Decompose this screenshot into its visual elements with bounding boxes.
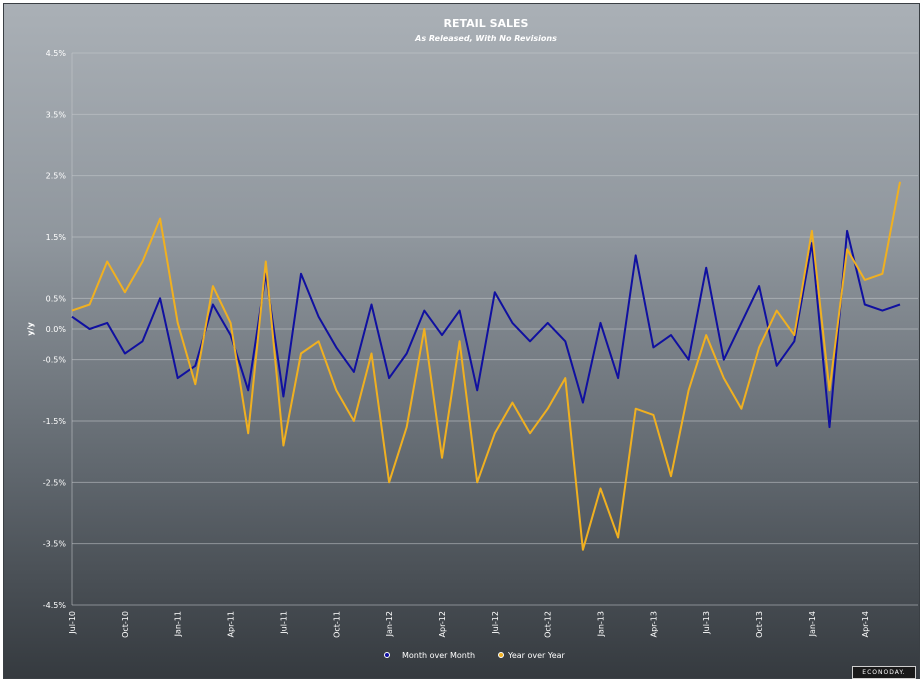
series-line-month-over-month [71, 229, 901, 429]
econoday-logo: ECONODAY. [852, 666, 916, 679]
legend-label-year-over-year: Year over Year [507, 651, 566, 660]
x-tick-label: Jul-12 [491, 611, 500, 635]
x-tick-label: Jan-13 [597, 611, 606, 637]
legend-marker-month-over-month [384, 652, 390, 658]
x-tick-label: Jul-10 [68, 611, 77, 635]
x-tick-label: Jan-14 [808, 611, 817, 637]
y-tick-label: 2.5% [46, 172, 67, 181]
y-tick-label: 3.5% [46, 110, 67, 119]
series-lines [71, 181, 901, 551]
x-tick-label: Jan-12 [385, 611, 394, 637]
y-tick-label: 4.5% [46, 49, 67, 58]
y-tick-label: 0.0% [46, 325, 67, 334]
x-tick-label: Oct-11 [332, 611, 341, 638]
y-tick-label: -1.5% [43, 417, 67, 426]
x-tick-label: Jul-13 [702, 611, 711, 635]
series-line-year-over-year [71, 181, 901, 551]
y-tick-label: -3.5% [43, 540, 67, 549]
x-tick-label: Jan-11 [174, 611, 183, 637]
y-tick-label: -4.5% [43, 601, 67, 610]
x-tick-label: Apr-14 [861, 611, 870, 637]
x-axis-ticks: Jul-10 Oct-10 Jan-11 Apr-11 Jul-11 Oct-11 Jan-… [68, 611, 870, 638]
grid [71, 52, 918, 606]
y-tick-label: -2.5% [43, 478, 67, 487]
legend-label-month-over-month: Month over Month [402, 651, 475, 660]
y-axis-ticks: 4.5% 3.5% 2.5% 1.5% 0.5% 0.0% -0.5% -1.5% -2.5% -… [43, 49, 67, 610]
legend-marker-year-over-year [498, 652, 504, 658]
y-tick-label: 0.5% [46, 294, 67, 303]
x-tick-label: Oct-10 [121, 611, 130, 638]
y-axis-label: y/y [26, 322, 35, 336]
y-tick-label: 1.5% [46, 233, 67, 242]
x-tick-label: Apr-12 [438, 611, 447, 637]
legend: Month over Month Year over Year [384, 651, 566, 660]
y-tick-label: -0.5% [43, 356, 67, 365]
chart-subtitle: As Released, With No Revisions [414, 34, 557, 43]
x-tick-label: Jul-11 [279, 611, 288, 635]
x-tick-label: Apr-11 [227, 611, 236, 637]
x-tick-label: Oct-13 [755, 611, 764, 638]
x-tick-label: Oct-12 [544, 611, 553, 638]
chart-title: RETAIL SALES [444, 17, 529, 30]
x-tick-label: Apr-13 [649, 611, 658, 637]
chart-frame [3, 3, 920, 679]
